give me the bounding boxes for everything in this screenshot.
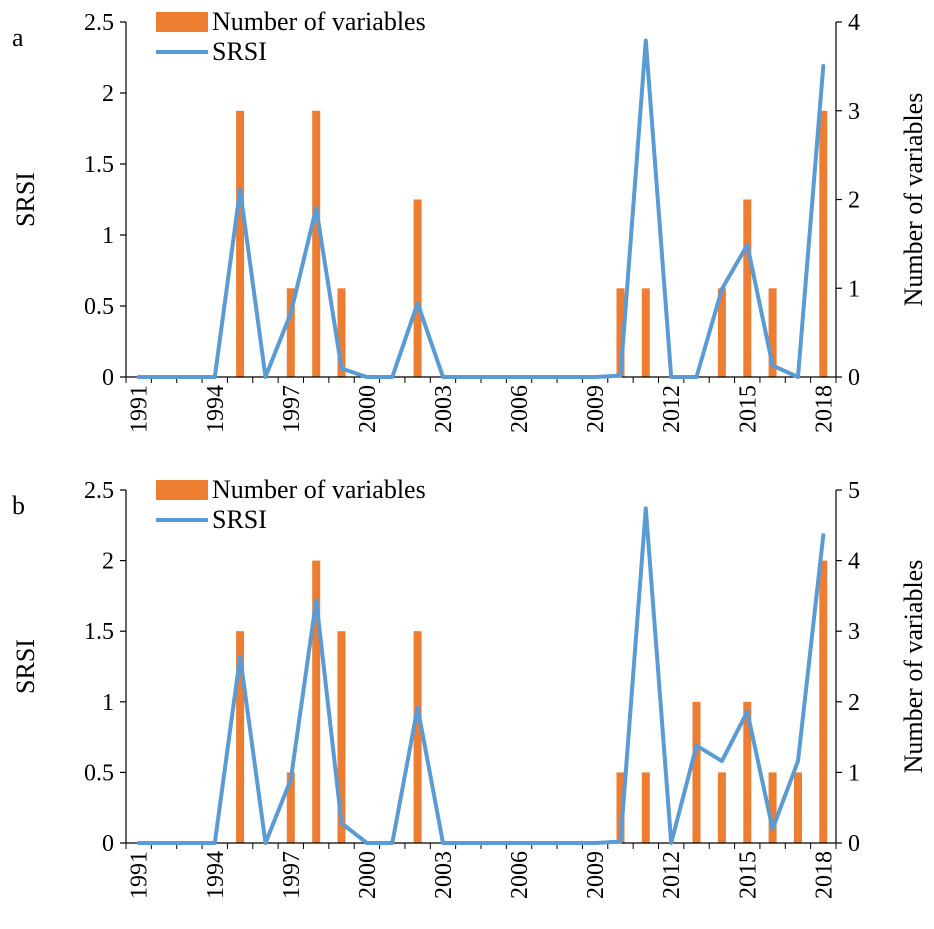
x-tick-label: 1991 (127, 385, 153, 433)
bar-2014 (717, 288, 726, 378)
bar-2016 (768, 288, 777, 378)
x-tick-label: 1994 (203, 385, 229, 433)
legend-label-line: SRSI (212, 37, 267, 66)
left-tick-label: 1.5 (84, 152, 114, 178)
left-axis-title: SRSI (11, 172, 40, 227)
x-tick-label: 2009 (583, 385, 609, 433)
bar-1998 (312, 560, 321, 843)
x-tick-label: 1994 (203, 851, 229, 899)
x-tick-label: 2006 (507, 385, 533, 433)
legend-label-bars: Number of variables (212, 475, 426, 504)
bar-1999 (337, 631, 346, 843)
right-axis-title: Number of variables (899, 560, 928, 774)
x-tick-label: 2003 (431, 385, 457, 433)
left-tick-label: 0.5 (84, 294, 114, 320)
x-tick-label: 1997 (279, 385, 305, 433)
bar-2013 (692, 701, 701, 843)
right-tick-label: 3 (848, 99, 860, 125)
right-tick-label: 0 (848, 831, 860, 857)
bar-1998 (312, 110, 321, 378)
x-tick-label: 2003 (431, 851, 457, 899)
right-tick-label: 2 (848, 690, 860, 716)
x-tick-label: 2015 (735, 385, 761, 433)
bar-2011 (641, 288, 650, 378)
bar-2018 (819, 560, 828, 843)
legend-swatch-bars (156, 480, 208, 500)
bar-2010 (616, 288, 625, 378)
bar-1997 (286, 288, 295, 378)
srsi-line (136, 38, 826, 379)
left-tick-label: 2.5 (84, 10, 114, 36)
legend-swatch-bars (156, 12, 208, 32)
x-tick-label: 2009 (583, 851, 609, 899)
x-tick-label: 2000 (355, 851, 381, 899)
right-axis-title: Number of variables (899, 93, 928, 307)
right-tick-label: 4 (848, 549, 860, 575)
left-tick-label: 1 (102, 690, 114, 716)
right-tick-label: 0 (848, 365, 860, 391)
x-tick-label: 1991 (127, 851, 153, 899)
legend-label-line: SRSI (212, 505, 267, 534)
left-tick-label: 2.5 (84, 478, 114, 504)
bar-1999 (337, 288, 346, 378)
left-tick-label: 1.5 (84, 619, 114, 645)
right-tick-label: 1 (848, 276, 860, 302)
left-tick-label: 0.5 (84, 760, 114, 786)
bar-2002 (413, 199, 422, 377)
left-axis-title: SRSI (11, 639, 40, 694)
right-tick-label: 3 (848, 619, 860, 645)
bar-1995 (236, 110, 245, 378)
left-tick-label: 0 (102, 831, 114, 857)
x-tick-label: 2015 (735, 851, 761, 899)
bar-2002 (413, 631, 422, 843)
x-tick-label: 2012 (659, 851, 685, 899)
bar-2015 (743, 199, 752, 377)
left-tick-label: 2 (102, 549, 114, 575)
x-tick-label: 1997 (279, 851, 305, 899)
right-tick-label: 2 (848, 188, 860, 214)
right-tick-label: 1 (848, 760, 860, 786)
bar-1997 (286, 772, 295, 843)
panel-label: a (12, 23, 24, 52)
panel-a: 0 0.5 1 1.5 2 2.5 0 1 2 3 4 1991 1994 1997 2000 2003 200… (11, 7, 928, 433)
bar-2010 (616, 772, 625, 843)
srsi-line (136, 506, 826, 845)
legend-label-bars: Number of variables (212, 7, 426, 36)
bar-2016 (768, 772, 777, 843)
panel-b: 0 0.5 1 1.5 2 2.5 0 1 2 3 4 5 1991 1994 1997 2000 2003 20… (11, 475, 928, 899)
bar-1995 (236, 631, 245, 843)
left-tick-label: 0 (102, 365, 114, 391)
right-tick-label: 5 (848, 478, 860, 504)
bar-2015 (743, 701, 752, 843)
left-tick-label: 2 (102, 81, 114, 107)
x-tick-label: 2012 (659, 385, 685, 433)
right-tick-label: 4 (848, 10, 860, 36)
bar-2017 (794, 772, 802, 843)
x-tick-label: 2006 (507, 851, 533, 899)
bar-2011 (641, 772, 650, 843)
bar-2014 (717, 772, 726, 843)
x-tick-label: 2000 (355, 385, 381, 433)
x-tick-label: 2018 (811, 385, 837, 433)
left-tick-label: 1 (102, 223, 114, 249)
bar-2018 (819, 110, 828, 378)
panel-label: b (12, 491, 25, 520)
x-tick-label: 2018 (811, 851, 837, 899)
